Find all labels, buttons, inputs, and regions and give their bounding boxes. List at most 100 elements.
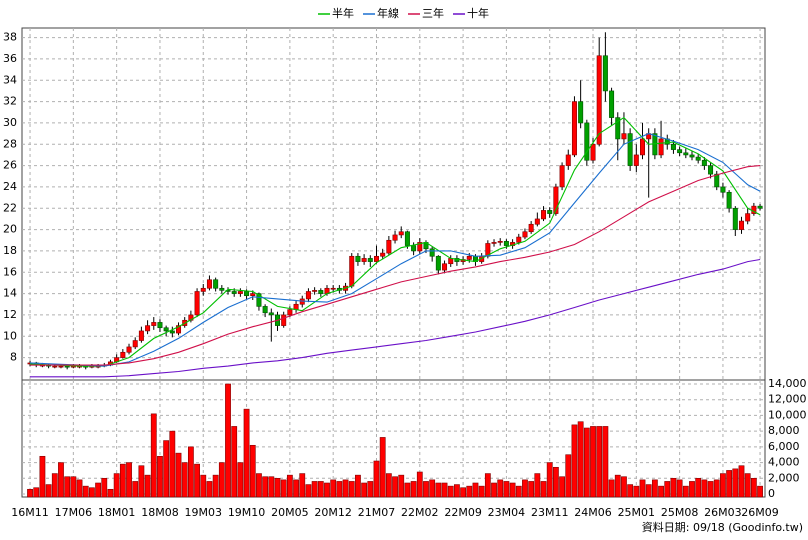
volume-bar bbox=[639, 479, 646, 498]
y-tick-label: 32 bbox=[3, 95, 17, 108]
volume-bar bbox=[509, 482, 516, 498]
volume-bar bbox=[348, 481, 355, 498]
x-tick-label: 17M06 bbox=[55, 506, 93, 519]
volume-bar bbox=[169, 430, 176, 498]
volume-bar bbox=[515, 485, 522, 498]
volume-bar bbox=[503, 481, 510, 498]
footer: 資料日期: 09/18 (Goodinfo.tw) bbox=[642, 520, 803, 534]
candle-body bbox=[163, 327, 169, 332]
candle-body bbox=[244, 291, 250, 297]
candle-body bbox=[602, 55, 608, 92]
y-tick-label: 14 bbox=[3, 287, 17, 300]
volume-bar bbox=[565, 454, 572, 498]
candle-body bbox=[200, 287, 206, 292]
volume-bar bbox=[355, 474, 361, 498]
volume-bar bbox=[441, 482, 448, 498]
y-tick-label: 38 bbox=[3, 31, 17, 44]
volume-bar bbox=[744, 473, 751, 498]
volume-bar bbox=[249, 444, 256, 498]
volume-bar bbox=[627, 484, 634, 498]
volume-bar bbox=[645, 484, 652, 498]
candle-body bbox=[194, 291, 200, 316]
candle-body bbox=[126, 346, 132, 353]
candle-body bbox=[157, 322, 163, 329]
volume-bar bbox=[286, 474, 293, 498]
volume-bar bbox=[119, 463, 126, 498]
candle-body bbox=[615, 117, 621, 140]
volume-bar bbox=[64, 476, 71, 498]
candle-body bbox=[281, 314, 287, 326]
candle-body bbox=[213, 279, 219, 289]
candle-body bbox=[757, 205, 763, 209]
y-tick-label: 30 bbox=[3, 116, 17, 129]
volume-bar bbox=[231, 426, 238, 498]
volume-bar bbox=[571, 424, 578, 498]
volume-bar bbox=[528, 481, 535, 498]
volume-bar bbox=[534, 473, 541, 498]
candle-body bbox=[256, 293, 262, 307]
candle-body bbox=[553, 186, 559, 214]
candle-body bbox=[287, 309, 293, 316]
legend-label: 年線 bbox=[377, 6, 399, 20]
volume-bar bbox=[664, 481, 671, 498]
candle-body bbox=[714, 173, 720, 188]
candle-body bbox=[658, 138, 664, 156]
volume-bar bbox=[237, 462, 244, 498]
y2-tick-label: 0 bbox=[768, 487, 775, 500]
candle-body bbox=[466, 255, 472, 260]
candle-body bbox=[231, 291, 237, 294]
y-tick-label: 26 bbox=[3, 159, 17, 172]
legend-label: 半年 bbox=[332, 6, 354, 20]
candle-body bbox=[380, 252, 386, 257]
candle-body bbox=[404, 231, 410, 246]
volume-bar bbox=[89, 487, 95, 498]
volume-bar bbox=[126, 462, 132, 498]
volume-bar bbox=[670, 477, 677, 498]
volume-bar bbox=[707, 481, 714, 498]
candle-body bbox=[206, 279, 212, 289]
volume-bar bbox=[317, 481, 324, 498]
volume-bar bbox=[682, 485, 689, 498]
volume-bar bbox=[732, 468, 739, 498]
x-tick-label: 19M03 bbox=[185, 506, 223, 519]
volume-bar bbox=[95, 482, 101, 498]
candle-body bbox=[355, 255, 361, 262]
volume-bar bbox=[460, 487, 466, 498]
volume-bar bbox=[45, 484, 52, 498]
candle-body bbox=[528, 223, 534, 233]
candle-body bbox=[318, 290, 324, 294]
candle-body bbox=[677, 149, 683, 154]
volume-bar bbox=[454, 484, 460, 498]
y-tick-label: 22 bbox=[3, 201, 17, 214]
volume-bar bbox=[373, 460, 380, 498]
candle-body bbox=[590, 143, 596, 161]
volume-bar bbox=[583, 427, 590, 498]
candle-body bbox=[64, 365, 70, 368]
volume-bar bbox=[280, 479, 287, 498]
y2-tick-label: 14,000 bbox=[768, 377, 807, 390]
candle-body bbox=[516, 236, 522, 243]
volume-bar bbox=[701, 479, 708, 498]
y-tick-label: 16 bbox=[3, 265, 17, 278]
volume-bar bbox=[447, 485, 454, 498]
candle-body bbox=[448, 258, 454, 265]
x-tick-label: 25M01 bbox=[618, 506, 656, 519]
candle-body bbox=[349, 255, 355, 287]
y2-tick-label: 6,000 bbox=[768, 440, 800, 453]
y2-tick-label: 8,000 bbox=[768, 424, 800, 437]
volume-bar bbox=[367, 481, 374, 498]
candle-body bbox=[695, 156, 701, 161]
candle-body bbox=[491, 242, 497, 244]
ma-line bbox=[30, 165, 761, 366]
volume-bar bbox=[522, 479, 528, 498]
y-tick-label: 10 bbox=[3, 329, 17, 342]
candle-body bbox=[497, 241, 503, 243]
y2-tick-label: 2,000 bbox=[768, 471, 800, 484]
candle-body bbox=[584, 122, 590, 161]
volume-bar bbox=[720, 473, 726, 498]
volume-bar bbox=[410, 481, 417, 498]
x-tick-label: 19M10 bbox=[228, 506, 266, 519]
candle-body bbox=[411, 245, 417, 252]
y-tick-label: 24 bbox=[3, 180, 17, 193]
